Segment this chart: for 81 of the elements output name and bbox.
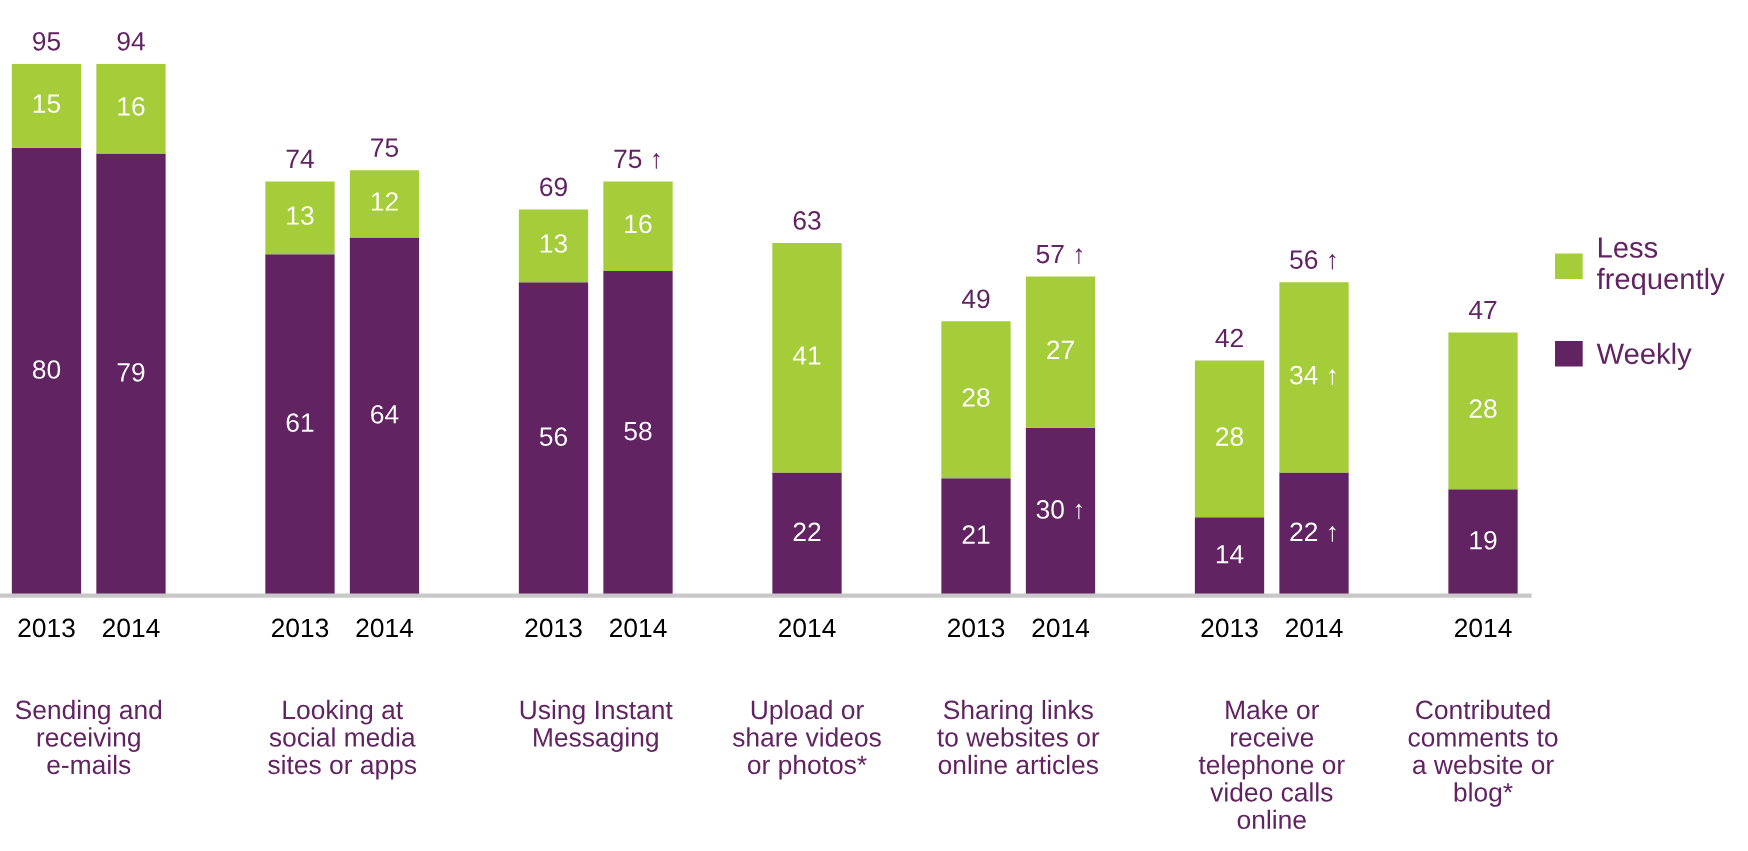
data-label: 28 <box>962 388 990 407</box>
bar <box>518 209 589 283</box>
text: Make or receive telephone or video calls online <box>1198 699 1345 830</box>
bar <box>1279 472 1349 596</box>
data-label: 16 <box>625 214 652 234</box>
total-label: 47 <box>1468 300 1497 320</box>
total-label: 94 <box>117 31 145 51</box>
data-label: 13 <box>540 234 568 253</box>
x-tick-label: 2014 <box>1032 618 1090 638</box>
bar <box>349 170 420 238</box>
legend-label: Less frequently <box>1597 237 1725 296</box>
bar <box>1025 427 1096 596</box>
x-tick-label: 2014 <box>609 618 667 638</box>
data-label: 22 ↑ <box>1290 522 1336 542</box>
x-tick-label: 2013 <box>525 618 582 638</box>
x-tick-label: 2013 <box>947 618 1005 638</box>
data-label: 79 <box>117 362 145 382</box>
bar <box>1194 517 1265 596</box>
data-label: 14 <box>1216 545 1244 564</box>
total-label: 42 <box>1215 328 1243 348</box>
data-label: 21 <box>962 525 990 544</box>
text: Sharing links to websites or online articles <box>937 699 1100 775</box>
bar <box>603 181 673 271</box>
bar <box>265 181 335 255</box>
bar <box>772 472 842 596</box>
data-label: 58 <box>624 421 652 441</box>
data-label: 41 <box>792 346 821 365</box>
bar <box>11 147 82 596</box>
x-tick-label: 2014 <box>356 618 414 638</box>
x-tick-label: 2014 <box>778 618 836 638</box>
x-tick-label: 2013 <box>1201 618 1258 638</box>
data-label: 28 <box>1469 399 1497 419</box>
text: Looking at social media sites or apps <box>268 699 417 780</box>
data-label: 80 <box>32 360 61 379</box>
total-label: 49 <box>961 289 990 309</box>
data-label: 12 <box>371 192 398 211</box>
total-label: 75 ↑ <box>614 149 660 169</box>
bar <box>603 270 673 596</box>
bar <box>1448 489 1518 596</box>
total-label: 63 <box>793 211 821 230</box>
text: Contributed comments to a website or blog* <box>1408 699 1558 807</box>
data-label: 27 <box>1047 340 1074 359</box>
bar <box>1279 282 1349 473</box>
x-tick-label: 2014 <box>1286 618 1343 638</box>
bar <box>11 63 82 148</box>
text: Sending and receiving e-mails <box>15 699 162 775</box>
total-label: 56 ↑ <box>1290 250 1336 270</box>
data-label: 30 ↑ <box>1036 500 1082 520</box>
data-label: 22 <box>793 522 821 541</box>
data-label: 19 <box>1470 530 1497 550</box>
total-label: 95 <box>33 31 61 51</box>
bar <box>772 242 842 473</box>
x-tick-label: 2013 <box>271 618 329 638</box>
bar <box>265 254 335 596</box>
bar <box>1194 360 1265 518</box>
bar <box>1025 276 1096 428</box>
total-label: 57 ↑ <box>1036 244 1082 264</box>
legend-label: Weekly <box>1596 342 1692 370</box>
data-label: 56 <box>539 427 568 447</box>
bar <box>96 63 166 154</box>
text: Using Instant Messaging <box>520 699 673 752</box>
total-label: 74 <box>286 149 314 168</box>
data-label: 15 <box>33 94 61 113</box>
bar <box>349 237 420 596</box>
bar <box>1448 332 1518 490</box>
bar <box>941 321 1011 479</box>
total-label: 75 <box>371 138 399 158</box>
data-label: 13 <box>287 206 314 225</box>
data-label: 61 <box>286 413 314 433</box>
bar <box>941 478 1011 596</box>
bar <box>518 282 589 596</box>
data-label: 16 <box>118 97 145 116</box>
data-label: 28 <box>1216 427 1244 447</box>
total-label: 69 <box>540 177 567 197</box>
data-label: 64 <box>371 404 399 424</box>
x-tick-label: 2014 <box>1455 618 1512 638</box>
text: Upload or share videos or photos* <box>732 699 881 780</box>
x-tick-label: 2013 <box>18 618 75 638</box>
bar <box>96 153 166 596</box>
data-label: 34 ↑ <box>1290 365 1336 385</box>
x-tick-label: 2014 <box>102 618 160 638</box>
